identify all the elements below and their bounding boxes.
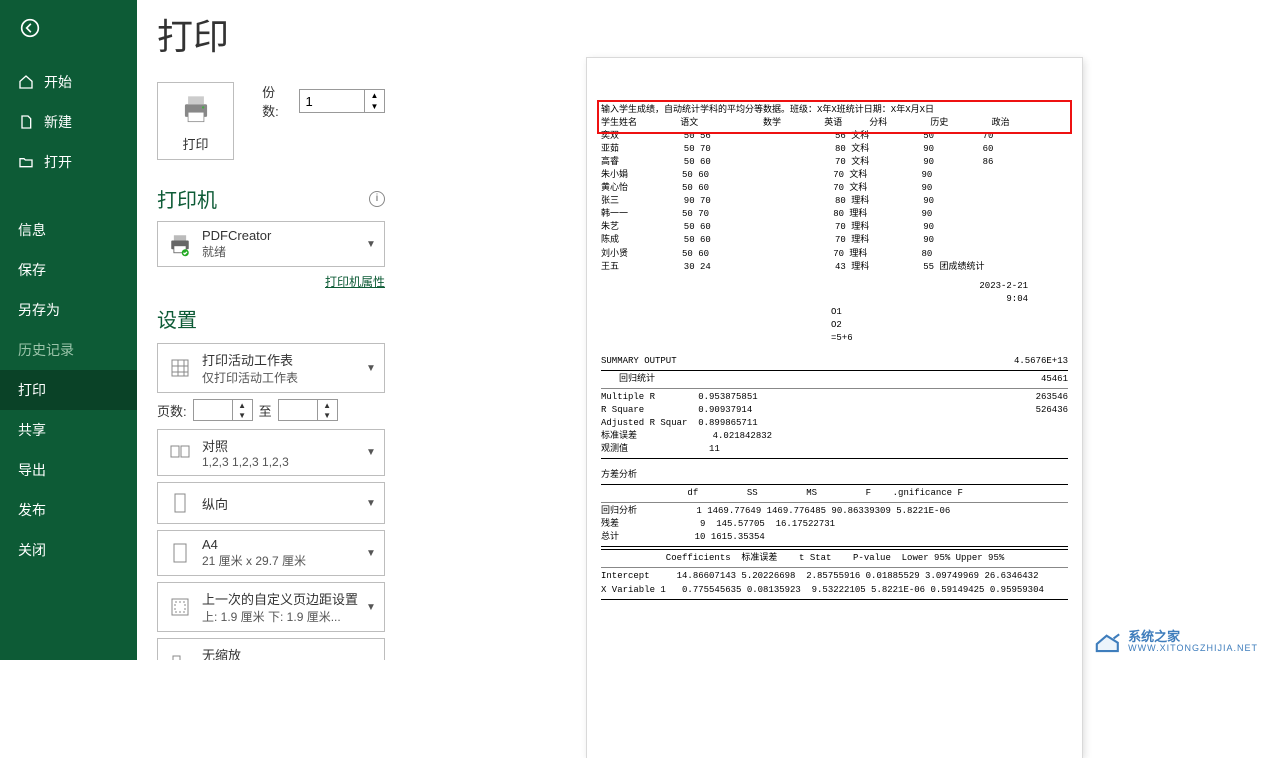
margins-dropdown[interactable]: 上一次的自定义页边距设置 上: 1.9 厘米 下: 1.9 厘米... ▼ <box>157 582 385 632</box>
collate-dropdown[interactable]: 对照 1,2,3 1,2,3 1,2,3 ▼ <box>157 429 385 476</box>
preview-rows: 奕双 50 56 56 文科 50 70亚茹 50 70 80 文科 90 60… <box>601 130 1068 274</box>
scale-icon: 100 <box>166 649 194 660</box>
nav-save[interactable]: 保存 <box>0 250 137 290</box>
home-icon <box>18 74 34 90</box>
margins-icon <box>166 593 194 621</box>
chevron-down-icon: ▼ <box>366 498 376 509</box>
nav-saveas[interactable]: 另存为 <box>0 290 137 330</box>
chevron-down-icon: ▼ <box>366 602 376 613</box>
scaling-dropdown[interactable]: 100 无缩放 打印实际大小的工作表 ▼ <box>157 638 385 660</box>
new-icon <box>18 114 34 130</box>
nav-label: 开始 <box>44 72 72 92</box>
collate-icon <box>166 439 194 467</box>
nav-open[interactable]: 打开 <box>0 142 137 182</box>
page-title: 打印 <box>157 8 385 60</box>
page-icon <box>166 539 194 567</box>
print-button-label: 打印 <box>183 134 209 153</box>
page-to-input[interactable]: ▲▼ <box>278 399 338 421</box>
nav-print[interactable]: 打印 <box>0 370 137 410</box>
nav-share[interactable]: 共享 <box>0 410 137 450</box>
printer-dropdown[interactable]: PDFCreator 就绪 ▼ <box>157 221 385 267</box>
copies-spinner[interactable]: ▲▼ <box>299 89 385 113</box>
page-range: 页数: ▲▼ 至 ▲▼ <box>157 399 385 421</box>
paper-size-dropdown[interactable]: A4 21 厘米 x 29.7 厘米 ▼ <box>157 530 385 576</box>
content-area: 打印 打印 份数: ▲▼ 打印机 i PDFCreator <box>137 0 1264 660</box>
backstage-sidebar: 开始 新建 打开 信息 保存 另存为 历史记录 打印 共享 导出 发布 关闭 <box>0 0 137 660</box>
nav-export[interactable]: 导出 <box>0 450 137 490</box>
copies-input[interactable] <box>300 94 365 109</box>
printer-status: 就绪 <box>202 243 358 260</box>
chevron-down-icon: ▼ <box>366 548 376 559</box>
chevron-down-icon: ▼ <box>366 447 376 458</box>
printer-name: PDFCreator <box>202 228 358 243</box>
sheet-icon <box>166 354 194 382</box>
chevron-down-icon: ▼ <box>366 363 376 374</box>
open-icon <box>18 154 34 170</box>
printer-properties-link[interactable]: 打印机属性 <box>325 275 385 289</box>
nav-label: 打开 <box>44 152 72 172</box>
nav-history[interactable]: 历史记录 <box>0 330 137 370</box>
copies-control: 份数: ▲▼ <box>262 82 385 120</box>
page-from-input[interactable]: ▲▼ <box>193 399 253 421</box>
orientation-dropdown[interactable]: 纵向 ▼ <box>157 482 385 524</box>
highlight-box <box>597 100 1072 134</box>
nav-home[interactable]: 开始 <box>0 62 137 102</box>
watermark: 系统之家 WWW.XITONGZHIJIA.NET <box>1094 630 1258 654</box>
nav-info[interactable]: 信息 <box>0 210 137 250</box>
back-button[interactable] <box>10 8 50 48</box>
printer-icon <box>177 90 215 128</box>
nav-new[interactable]: 新建 <box>0 102 137 142</box>
spin-up[interactable]: ▲ <box>365 90 384 101</box>
nav-publish[interactable]: 发布 <box>0 490 137 530</box>
printer-section-title: 打印机 <box>157 184 217 213</box>
chevron-down-icon: ▼ <box>366 239 376 250</box>
nav-label: 新建 <box>44 112 72 132</box>
nav-close[interactable]: 关闭 <box>0 530 137 570</box>
copies-label: 份数: <box>262 82 290 120</box>
printer-device-icon <box>166 230 194 258</box>
print-button[interactable]: 打印 <box>157 82 234 160</box>
print-preview: 输入学生成绩，自动统计学科的平均分等数据。班级：X年X班统计日期：X年X月X日 … <box>405 0 1264 660</box>
print-settings-panel: 打印 打印 份数: ▲▼ 打印机 i PDFCreator <box>137 0 405 660</box>
settings-section-title: 设置 <box>157 304 385 333</box>
watermark-icon <box>1094 631 1122 653</box>
spin-down[interactable]: ▼ <box>365 101 384 112</box>
preview-page: 输入学生成绩，自动统计学科的平均分等数据。班级：X年X班统计日期：X年X月X日 … <box>587 58 1082 758</box>
print-what-dropdown[interactable]: 打印活动工作表 仅打印活动工作表 ▼ <box>157 343 385 393</box>
info-icon[interactable]: i <box>369 191 385 207</box>
portrait-icon <box>166 489 194 517</box>
